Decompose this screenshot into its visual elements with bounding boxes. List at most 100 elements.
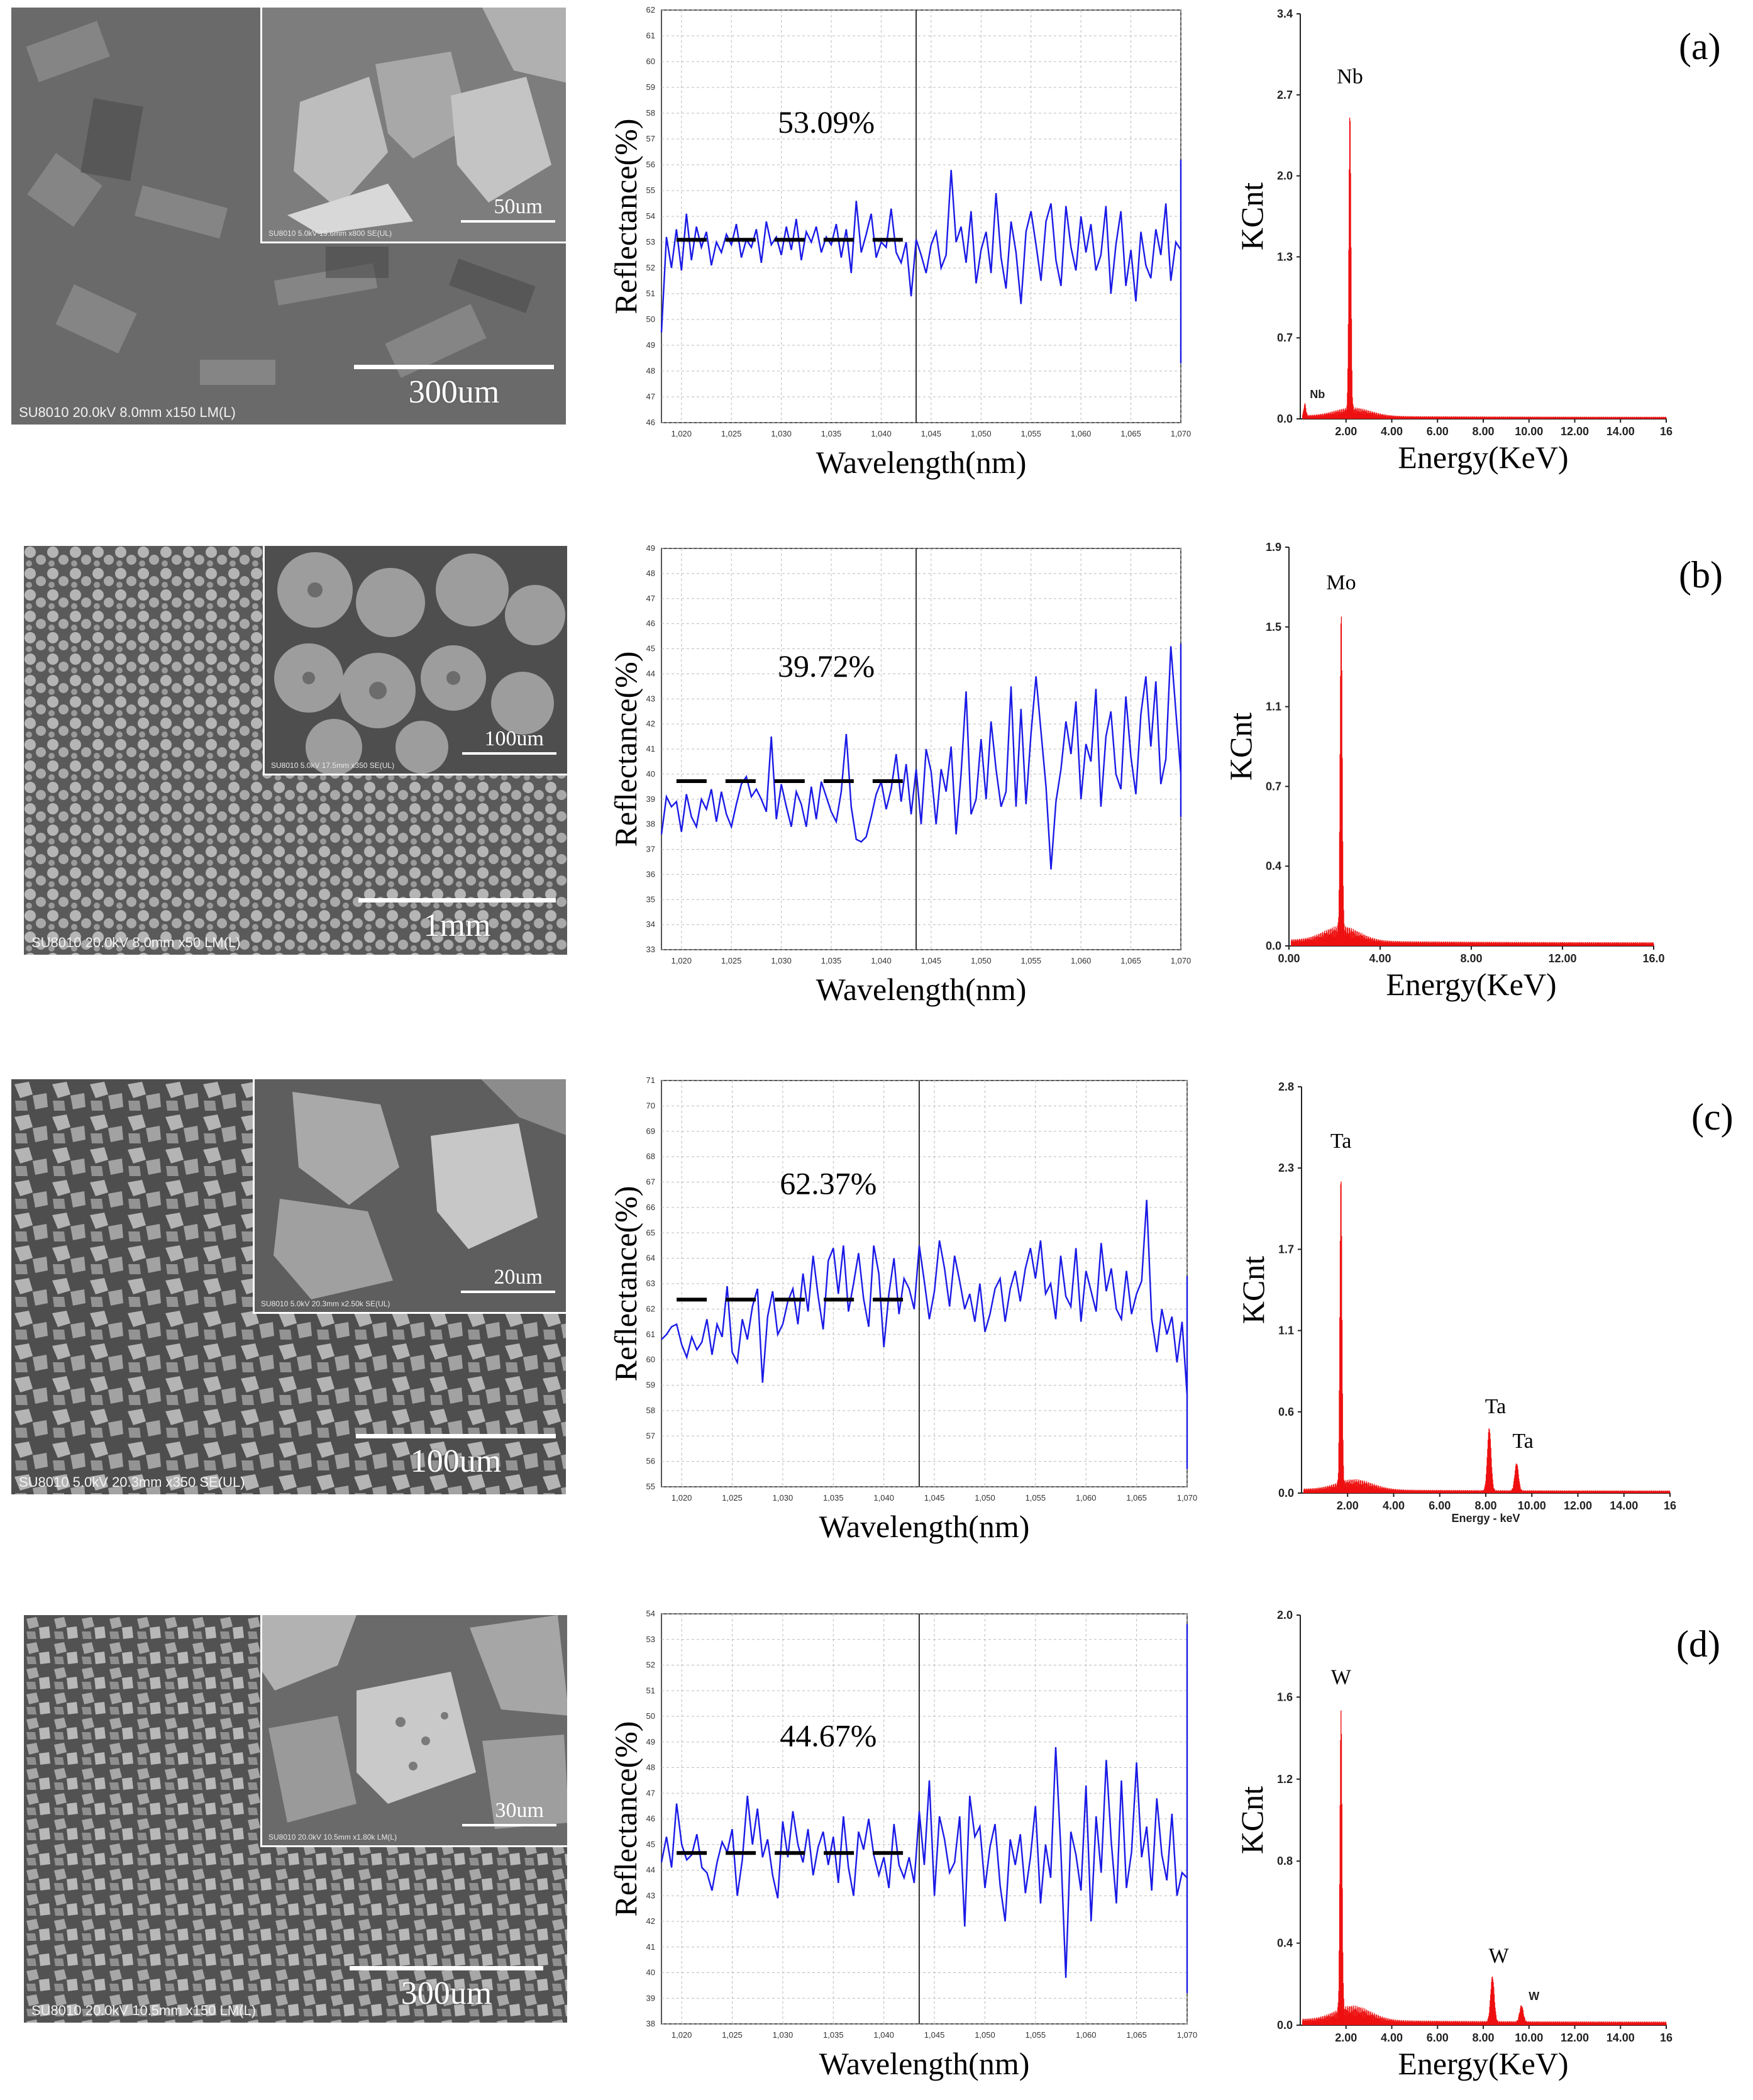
y-tick-c: 56 [646, 1457, 655, 1466]
edx-y-axis-title-a: KCnt [1234, 182, 1269, 250]
inset-info-a: SU8010 5.0kV 19.6mm x800 SE(UL) [268, 229, 392, 238]
edx-x-tick-c: 2.00 [1337, 1499, 1359, 1512]
edx-peak-label-d: W [1331, 1666, 1352, 1689]
edx-y-tick-d: 1.6 [1277, 1691, 1293, 1703]
average-label-a: 53.09% [778, 104, 875, 140]
scale-label-c: 100um [410, 1443, 502, 1479]
y-tick-b: 36 [646, 869, 655, 879]
x-axis-title-a: Wavelength(nm) [816, 445, 1027, 480]
y-tick-d: 45 [646, 1840, 655, 1849]
average-label-d: 44.67% [780, 1718, 876, 1753]
sem-inset-d: 30um SU8010 20.0kV 10.5mm x1.80k LM(L) [260, 1615, 567, 1847]
edx-x-tick-d: 6.00 [1427, 2031, 1449, 2044]
edx-x-axis-title-c: Energy - keV [1451, 1512, 1520, 1525]
reflectance-series-a [660, 159, 1182, 364]
y-tick-b: 39 [646, 794, 655, 804]
y-tick-b: 43 [646, 694, 655, 703]
edx-y-tick-a: 3.4 [1277, 8, 1293, 20]
panel-letter-d: (d) [1676, 1623, 1720, 1665]
edx-x-tick-d: 4.00 [1381, 2031, 1403, 2044]
y-tick-d: 41 [646, 1942, 655, 1952]
reflectance-chart-d: 38 39 40 41 42 43 44 45 46 47 48 49 50 51 52 53 54 1,020 1… [608, 1609, 1197, 2081]
y-axis-title-b: Reflectance(%) [608, 652, 643, 847]
x-tick-d: 1,045 [924, 2030, 945, 2040]
y-tick-a: 49 [646, 340, 655, 350]
sem-info-b: SU8010 20.0kV 8.0mm x50 LM(L) [31, 935, 241, 950]
x-tick-b: 1,055 [1020, 956, 1041, 965]
sem-info-a: SU8010 20.0kV 8.0mm x150 LM(L) [19, 404, 236, 420]
edx-y-tick-a: 2.0 [1277, 170, 1293, 182]
edx-x-tick-a: 6.00 [1427, 425, 1449, 438]
edx-x-tick-d: 10.00 [1515, 2031, 1543, 2044]
y-tick-a: 62 [646, 5, 655, 14]
x-tick-b: 1,040 [871, 956, 892, 965]
x-tick-a: 1,035 [821, 429, 842, 438]
x-tick-d: 1,055 [1026, 2030, 1046, 2040]
edx-y-tick-c: 2.3 [1278, 1162, 1294, 1174]
x-tick-d: 1,030 [773, 2030, 794, 2040]
sem-image-d: 30um SU8010 20.0kV 10.5mm x1.80k LM(L) 3… [24, 1615, 567, 2023]
y-tick-a: 61 [646, 31, 655, 40]
y-tick-c: 69 [646, 1126, 655, 1136]
y-tick-d: 53 [646, 1635, 655, 1644]
y-tick-a: 59 [646, 82, 655, 92]
y-tick-a: 52 [646, 263, 655, 272]
edx-peak-label-c: Ta [1512, 1430, 1534, 1453]
edx-x-tick-a: 14.00 [1606, 425, 1635, 438]
reflectance-series-d [660, 1624, 1188, 1994]
x-tick-c: 1,070 [1177, 1493, 1198, 1503]
edx-y-tick-c: 0.0 [1278, 1487, 1294, 1499]
edx-peak-label-a: Nb [1310, 388, 1325, 401]
inset-info-c: SU8010 5.0kV 20.3mm x2.50k SE(UL) [261, 1299, 390, 1308]
y-tick-b: 38 [646, 819, 655, 829]
edx-y-tick-b: 1.5 [1266, 621, 1281, 633]
x-axis-title-b: Wavelength(nm) [816, 972, 1027, 1007]
reflectance-chart-c: 55 56 57 58 59 60 61 62 63 64 65 66 67 68 69 70 71 1,020 1… [608, 1075, 1197, 1544]
sem-inset-texture-a [262, 8, 566, 242]
edx-x-tick-c: 4.00 [1383, 1499, 1405, 1512]
edx-spectrum-b [1290, 616, 1654, 946]
sem-image-b: 100um SU8010 5.0kV 17.5mm x350 SE(UL) 1m… [24, 546, 567, 955]
edx-x-tick-a: 12.00 [1561, 425, 1589, 438]
panel-letter-b: (b) [1679, 554, 1723, 596]
edx-y-tick-a: 2.7 [1277, 89, 1293, 101]
edx-x-axis-title-a: Energy(KeV) [1398, 440, 1568, 475]
edx-x-tick-b: 12.00 [1548, 952, 1576, 965]
x-tick-c: 1,040 [873, 1493, 894, 1503]
edx-x-tick-b: 4.00 [1369, 952, 1391, 965]
y-tick-a: 47 [646, 392, 655, 401]
average-label-c: 62.37% [780, 1165, 876, 1201]
x-tick-c: 1,030 [773, 1493, 794, 1503]
edx-peak-label-d: W [1529, 1990, 1539, 2003]
scale-label-d: 300um [401, 1975, 492, 2011]
x-tick-b: 1,050 [971, 956, 992, 965]
x-tick-c: 1,020 [672, 1493, 692, 1503]
x-tick-b: 1,025 [721, 956, 742, 965]
edx-y-tick-b: 0.7 [1266, 780, 1281, 792]
scale-label-b: 1mm [423, 908, 491, 943]
edx-y-tick-d: 2.0 [1277, 1609, 1293, 1621]
edx-peak-label-a: Nb [1337, 65, 1363, 88]
y-tick-c: 63 [646, 1279, 655, 1288]
x-tick-c: 1,055 [1026, 1493, 1046, 1503]
edx-x-tick-a: 8.00 [1472, 425, 1494, 438]
edx-x-tick-a: 16 [1660, 425, 1673, 438]
y-tick-b: 42 [646, 719, 655, 728]
scale-bar-c [356, 1434, 556, 1438]
y-tick-b: 40 [646, 769, 655, 779]
y-tick-a: 48 [646, 366, 655, 375]
scale-bar-a [354, 365, 554, 369]
y-tick-b: 49 [646, 543, 655, 553]
x-tick-d: 1,020 [672, 2030, 692, 2040]
y-tick-b: 37 [646, 845, 655, 854]
y-tick-d: 46 [646, 1814, 655, 1823]
inset-scale-label-b: 100um [484, 727, 544, 750]
sem-inset-a: 50um SU8010 5.0kV 19.6mm x800 SE(UL) [260, 8, 566, 243]
y-tick-d: 49 [646, 1737, 655, 1747]
inset-scale-label-c: 20um [494, 1265, 543, 1289]
reflectance-series-c [661, 1199, 1188, 1469]
y-tick-c: 61 [646, 1330, 655, 1339]
y-tick-d: 40 [646, 1968, 655, 1977]
reflectance-chart-b: 33 34 35 36 37 38 39 40 41 42 43 44 45 46 47 48 49 1,020 1… [608, 543, 1191, 1007]
edx-spectrum-d [1302, 1710, 1667, 2025]
